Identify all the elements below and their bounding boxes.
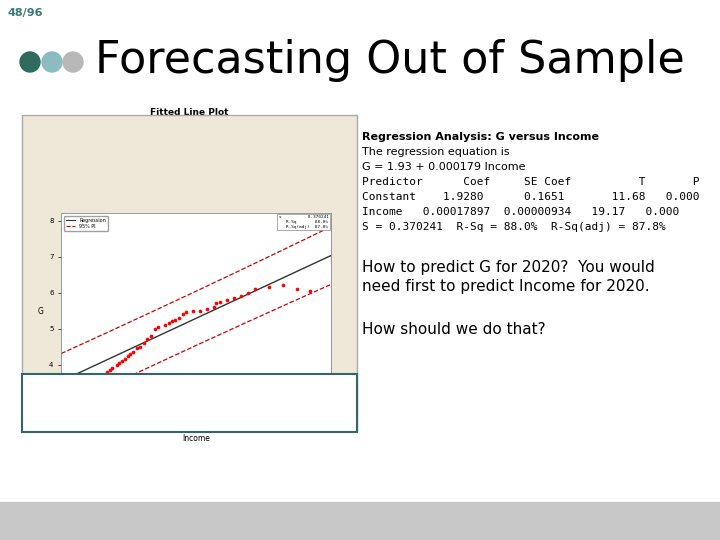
Point bbox=[141, 335, 153, 343]
Point bbox=[93, 375, 104, 383]
Point bbox=[208, 302, 220, 311]
Text: How to predict G for 2020?  You would
need first to predict Income for 2020.: How to predict G for 2020? You would nee… bbox=[362, 260, 654, 294]
Text: How should we do that?: How should we do that? bbox=[362, 322, 546, 337]
Y-axis label: G: G bbox=[37, 307, 44, 316]
Point bbox=[122, 351, 133, 360]
Point bbox=[71, 394, 82, 403]
Point bbox=[163, 319, 175, 327]
Text: S = 0.370241  R-Sq = 88.0%  R-Sq(adj) = 87.8%: S = 0.370241 R-Sq = 88.0% R-Sq(adj) = 87… bbox=[362, 222, 666, 232]
Point bbox=[111, 360, 122, 369]
Point bbox=[63, 402, 74, 410]
Point bbox=[243, 288, 254, 297]
Point bbox=[68, 396, 79, 405]
Point bbox=[83, 383, 94, 392]
Point bbox=[169, 315, 181, 324]
Point bbox=[76, 391, 88, 400]
Point bbox=[90, 376, 102, 385]
Text: Forecasting Out of Sample: Forecasting Out of Sample bbox=[95, 38, 685, 82]
Point bbox=[235, 292, 247, 300]
X-axis label: Income: Income bbox=[182, 434, 210, 443]
Point bbox=[79, 389, 91, 397]
Point bbox=[305, 286, 316, 295]
Point bbox=[125, 349, 136, 358]
Point bbox=[150, 324, 161, 333]
Point bbox=[153, 322, 164, 331]
Point bbox=[291, 285, 302, 293]
Point bbox=[132, 344, 143, 353]
Point bbox=[277, 281, 289, 289]
Text: Income   0.00017897  0.00000934   19.17   0.000: Income 0.00017897 0.00000934 19.17 0.000 bbox=[362, 207, 679, 217]
Point bbox=[194, 306, 205, 315]
Text: Predictor      Coef     SE Coef          T       P: Predictor Coef SE Coef T P bbox=[362, 177, 700, 187]
Text: G = 1.93 + 0.000179 Income: G = 1.93 + 0.000179 Income bbox=[362, 162, 526, 172]
Point bbox=[166, 317, 178, 326]
Circle shape bbox=[20, 52, 40, 72]
Text: s          0.370241
R-Sq       88.0%
R-Sq(adj)  87.8%: s 0.370241 R-Sq 88.0% R-Sq(adj) 87.8% bbox=[279, 215, 328, 228]
Point bbox=[96, 373, 107, 381]
Text: G =  1.928 + 0.000179 Income: G = 1.928 + 0.000179 Income bbox=[134, 117, 244, 123]
Point bbox=[135, 342, 146, 351]
Point bbox=[107, 364, 118, 373]
Point bbox=[263, 283, 274, 292]
Point bbox=[180, 308, 192, 316]
Point bbox=[99, 371, 110, 380]
Text: The regression equation is: The regression equation is bbox=[362, 147, 510, 157]
Point bbox=[87, 378, 99, 387]
Point bbox=[73, 393, 85, 401]
Text: G: G bbox=[27, 217, 37, 223]
Point bbox=[114, 359, 125, 367]
Point bbox=[82, 386, 94, 394]
Point bbox=[127, 348, 139, 356]
Point bbox=[249, 285, 261, 293]
Text: Fitted Line Plot: Fitted Line Plot bbox=[150, 108, 228, 117]
Text: Regression Analysis: G versus Income: Regression Analysis: G versus Income bbox=[362, 132, 599, 142]
Point bbox=[215, 297, 226, 306]
Point bbox=[210, 299, 222, 308]
Point bbox=[173, 313, 184, 322]
Text: Per Capita Gasoline Consumption
vs. Per Capita Income, 1953-2004.: Per Capita Gasoline Consumption vs. Per … bbox=[60, 393, 318, 424]
Circle shape bbox=[63, 52, 83, 72]
Point bbox=[84, 382, 96, 390]
Bar bbox=[0, 502, 720, 540]
Point bbox=[145, 332, 157, 340]
Point bbox=[201, 305, 212, 313]
Point bbox=[101, 367, 112, 376]
Point bbox=[117, 356, 128, 365]
Legend: Regression, 95% PI: Regression, 95% PI bbox=[63, 216, 108, 231]
Text: Constant    1.9280      0.1651       11.68   0.000: Constant 1.9280 0.1651 11.68 0.000 bbox=[362, 192, 700, 202]
Point bbox=[177, 310, 189, 319]
Point bbox=[138, 339, 150, 347]
Point bbox=[159, 321, 171, 329]
Point bbox=[187, 306, 199, 315]
Circle shape bbox=[42, 52, 62, 72]
Point bbox=[228, 294, 240, 302]
Point bbox=[222, 295, 233, 304]
Point bbox=[65, 400, 76, 408]
Point bbox=[119, 355, 130, 363]
Text: 48/96: 48/96 bbox=[8, 8, 43, 18]
Point bbox=[104, 366, 115, 374]
